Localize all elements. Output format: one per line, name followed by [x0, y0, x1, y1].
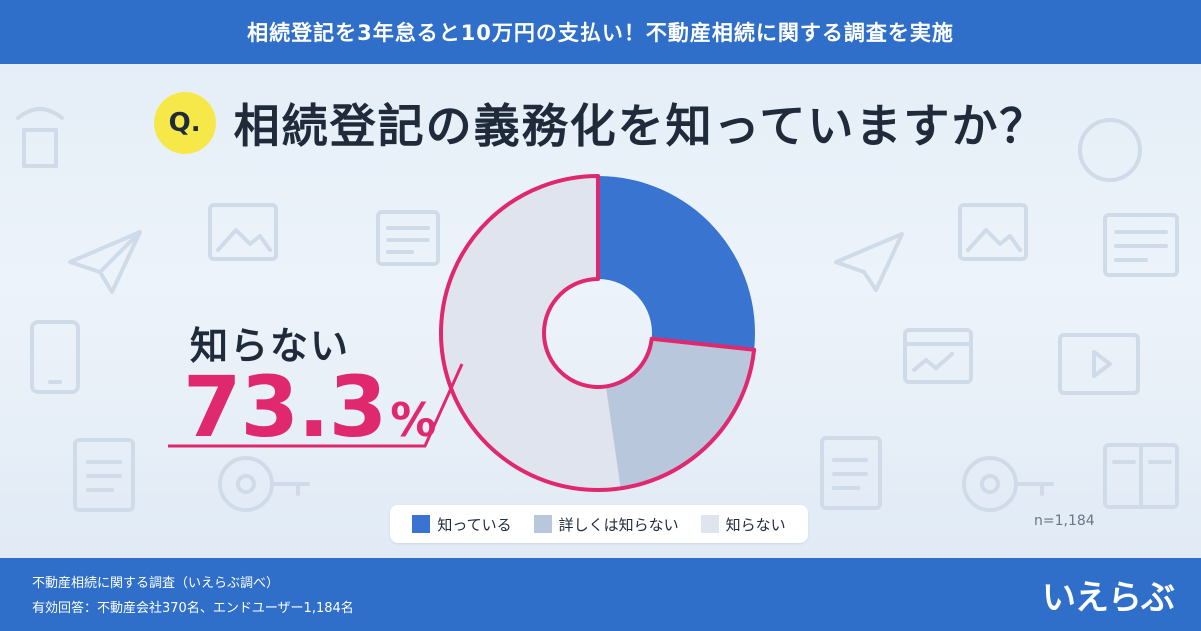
image-icon-right [958, 203, 1028, 261]
callout-value: 73.3 % [183, 358, 436, 456]
clipboard-icon-right [820, 436, 882, 510]
tablet-icon [30, 320, 80, 394]
legend-item-partially: 詳しくは知らない [533, 514, 679, 535]
donut-slice-1 [598, 176, 755, 350]
banner-title: 相続登記を3年怠ると10万円の支払い！不動産相続に関する調査を実施 [247, 21, 954, 45]
legend-item-dont-know: 知らない [700, 514, 786, 535]
phone-icon [16, 107, 64, 168]
browser-icon [903, 328, 973, 384]
callout-unit: % [390, 393, 437, 447]
highlight-outline [439, 174, 757, 492]
top-banner: 相続登記を3年怠ると10万円の支払い！不動産相続に関する調査を実施 [0, 0, 1201, 64]
callout-percentage: 73.3 [183, 358, 387, 456]
coin-key-icon-right [962, 456, 1054, 512]
legend-label: 知らない [725, 515, 786, 534]
image-icon [208, 203, 278, 261]
question-headline: Q. 相続登記の義務化を知っていますか？ [0, 90, 1201, 156]
ierabu-logo: いえらぶ [1042, 577, 1175, 618]
paper-plane-icon [68, 230, 142, 294]
legend-label: 詳しくは知らない [558, 515, 679, 534]
document-icon [376, 210, 440, 266]
legend-item-know: 知っている [412, 514, 512, 535]
background-icons [16, 107, 1179, 512]
footer: 不動産相続に関する調査（いえらぶ調べ） 有効回答：不動産会社370名、エンドユー… [0, 558, 1201, 631]
clipboard-icon [73, 438, 135, 512]
question-text: 相続登記の義務化を知っていますか？ [233, 99, 1048, 153]
donut-slice-2 [605, 338, 755, 489]
legend-swatch [533, 515, 552, 533]
legend-label: 知っている [437, 515, 512, 534]
newspaper-icon [1103, 213, 1179, 277]
coin-key-icon [218, 456, 310, 512]
paper-plane-icon-right [834, 232, 904, 292]
chart-legend: 知っている 詳しくは知らない 知らない [390, 505, 808, 543]
legend-swatch [412, 515, 431, 533]
survey-name: 不動産相続に関する調査（いえらぶ調べ） [32, 576, 280, 591]
globe-icon [1078, 118, 1142, 182]
callout-leader-line [168, 363, 464, 448]
question-badge: Q. [153, 92, 216, 154]
respondent-info: 有効回答：不動産会社370名、エンドユーザー1,184名 [32, 601, 354, 616]
video-icon [1058, 333, 1140, 395]
callout-label: 知らない [190, 324, 351, 368]
sample-size: n=1,184 [1034, 513, 1095, 529]
newspaper-icon-bottom [1103, 443, 1179, 509]
legend-swatch [700, 515, 719, 533]
donut-slice-3 [441, 176, 621, 490]
